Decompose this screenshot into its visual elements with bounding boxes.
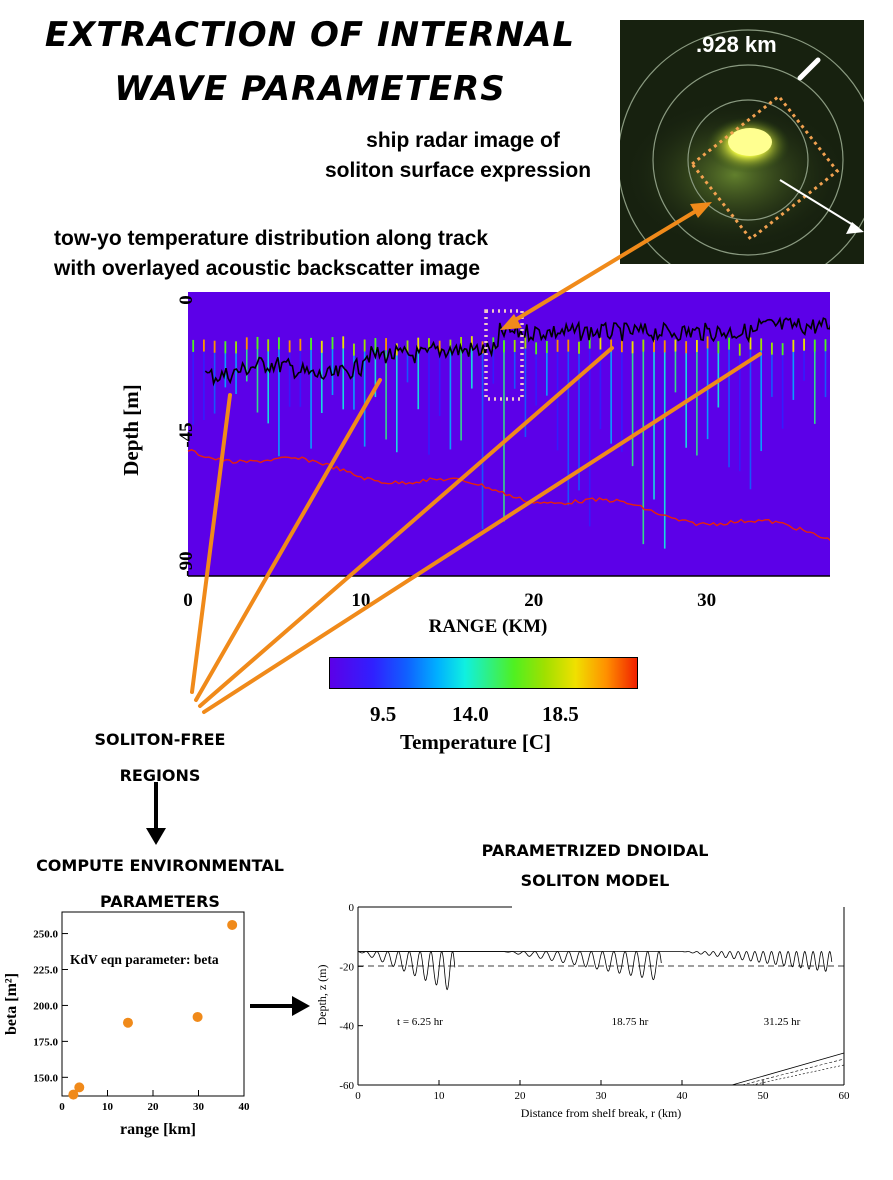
soliton-free-line2: REGIONS xyxy=(119,766,201,785)
beta-x-tick: 40 xyxy=(239,1101,251,1113)
dn-y-tick: -20 xyxy=(339,961,354,973)
radar-scale-label: .928 km xyxy=(696,32,777,57)
beta-data-point xyxy=(74,1082,85,1093)
soliton-free-label: SOLITON-FREE REGIONS xyxy=(60,722,260,794)
compute-label: COMPUTE ENVIRONMENTAL PARAMETERS xyxy=(10,848,310,920)
towyo-caption-line2: with overlayed acoustic backscatter imag… xyxy=(54,257,481,280)
section-ylabel: Depth [m] xyxy=(119,384,143,476)
beta-ylabel: beta [m²] xyxy=(3,973,20,1035)
radar-caption-line2: soliton surface expression xyxy=(324,159,592,182)
beta-y-tick: 175.0 xyxy=(33,1036,58,1048)
colorbar-label: Temperature [C] xyxy=(400,730,552,754)
dn-y-tick: 0 xyxy=(349,902,355,914)
radar-caption-line1: ship radar image of xyxy=(366,129,560,152)
beta-data-point xyxy=(227,919,238,930)
beta-x-tick: 10 xyxy=(102,1101,114,1113)
dn-x-tick: 10 xyxy=(434,1090,446,1102)
dn-x-tick: 20 xyxy=(515,1090,527,1102)
dn-ylabel: Depth, z (m) xyxy=(315,965,329,1026)
beta-data-point xyxy=(122,1017,133,1028)
radar-caption: ship radar image of soliton surface expr… xyxy=(300,126,616,186)
page-title: EXTRACTION OF INTERNAL WAVE PARAMETERS xyxy=(44,15,576,109)
dnoidal-line2: SOLITON MODEL xyxy=(520,871,670,890)
colorbar-tick-2: 14.0 xyxy=(452,702,489,726)
beta-x-tick: 30 xyxy=(193,1101,205,1113)
x-tick-30: 30 xyxy=(697,590,716,611)
colorbar-ticks: 9.5 14.0 18.5 xyxy=(370,702,630,728)
dn-x-tick: 30 xyxy=(596,1090,608,1102)
beta-xlabel: range [km] xyxy=(120,1121,196,1138)
towyo-caption-line1: tow-yo temperature distribution along tr… xyxy=(54,227,489,250)
compute-line2: PARAMETERS xyxy=(100,892,220,911)
dn-y-tick: -60 xyxy=(339,1080,354,1092)
dnoidal-label: PARAMETRIZED DNOIDAL SOLITON MODEL xyxy=(450,836,740,896)
temperature-colorbar xyxy=(329,657,638,689)
beta-y-tick: 200.0 xyxy=(33,1000,58,1012)
dn-annotation-3: 31.25 hr xyxy=(764,1016,801,1028)
beta-annotation: KdV eqn parameter: beta xyxy=(70,952,219,967)
compute-line1: COMPUTE ENVIRONMENTAL xyxy=(36,856,284,875)
dnoidal-model-chart: 0 -20 -40 -60 0 10 20 30 40 50 60 t = 6.25 hr 18.… xyxy=(312,895,852,1125)
soliton-free-line1: SOLITON-FREE xyxy=(94,730,226,749)
dn-annotation-1: t = 6.25 hr xyxy=(397,1016,443,1028)
section-xlabel: RANGE (KM) xyxy=(429,616,548,637)
radar-image: .928 km xyxy=(620,20,864,264)
beta-y-tick: 225.0 xyxy=(33,965,58,977)
dn-x-tick: 0 xyxy=(355,1090,361,1102)
dn-y-tick: -40 xyxy=(339,1021,354,1033)
x-tick-0: 0 xyxy=(183,590,193,611)
beta-data-point xyxy=(68,1089,79,1100)
radar-region-box xyxy=(484,309,524,401)
backscatter-line xyxy=(204,315,889,387)
dn-x-tick: 40 xyxy=(677,1090,689,1102)
beta-data-point xyxy=(192,1011,203,1022)
y-tick-0: 0 xyxy=(176,295,197,305)
colorbar-tick-1: 9.5 xyxy=(370,702,397,726)
dn-x-tick: 50 xyxy=(758,1090,770,1102)
seafloor-line xyxy=(187,449,893,547)
dn-annotation-2: 18.75 hr xyxy=(612,1016,649,1028)
beta-x-tick: 20 xyxy=(148,1101,160,1113)
dn-xlabel: Distance from shelf break, r (km) xyxy=(521,1106,682,1120)
x-tick-20: 20 xyxy=(524,590,543,611)
beta-scatter-chart: 150.0 175.0 200.0 225.0 250.0 0 10 20 30 40 KdV … xyxy=(0,900,260,1140)
dn-x-tick: 60 xyxy=(839,1090,851,1102)
beta-x-tick: 0 xyxy=(59,1101,65,1113)
towyo-caption: tow-yo temperature distribution along tr… xyxy=(54,224,488,284)
beta-y-tick: 150.0 xyxy=(33,1072,58,1084)
beta-y-tick: 250.0 xyxy=(33,929,58,941)
y-tick-90: -90 xyxy=(176,551,197,576)
y-tick-45: -45 xyxy=(176,422,197,447)
dnoidal-line1: PARAMETRIZED DNOIDAL xyxy=(481,841,709,860)
colorbar-tick-3: 18.5 xyxy=(542,702,579,726)
